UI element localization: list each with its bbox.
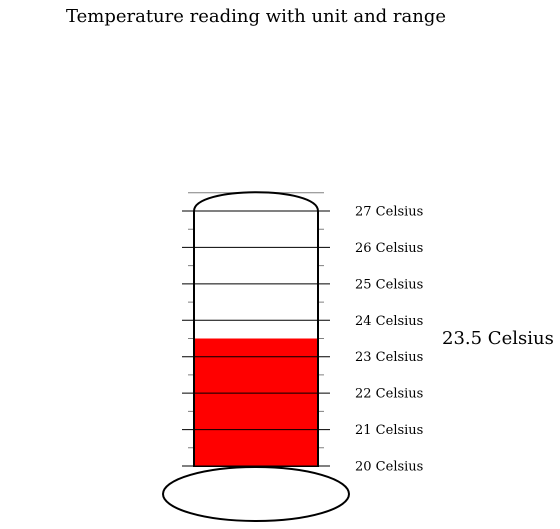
chart-title: Temperature reading with unit and range [66, 6, 446, 27]
mercury-fill [194, 338, 318, 466]
value-label: 23.5 Celsius [442, 328, 554, 349]
tick-labels: 20 Celsius 21 Celsius 22 Celsius 23 Celsius… [355, 205, 423, 475]
tick-label: 27 Celsius [355, 205, 423, 220]
thermometer-bulb [162, 466, 350, 522]
tick-label: 21 Celsius [355, 423, 423, 438]
tick-label: 20 Celsius [355, 460, 423, 475]
tick-label: 24 Celsius [355, 314, 423, 329]
tick-label: 26 Celsius [355, 241, 423, 256]
tick-label: 23 Celsius [355, 350, 423, 365]
tick-label: 22 Celsius [355, 387, 423, 402]
tick-label: 25 Celsius [355, 277, 423, 292]
